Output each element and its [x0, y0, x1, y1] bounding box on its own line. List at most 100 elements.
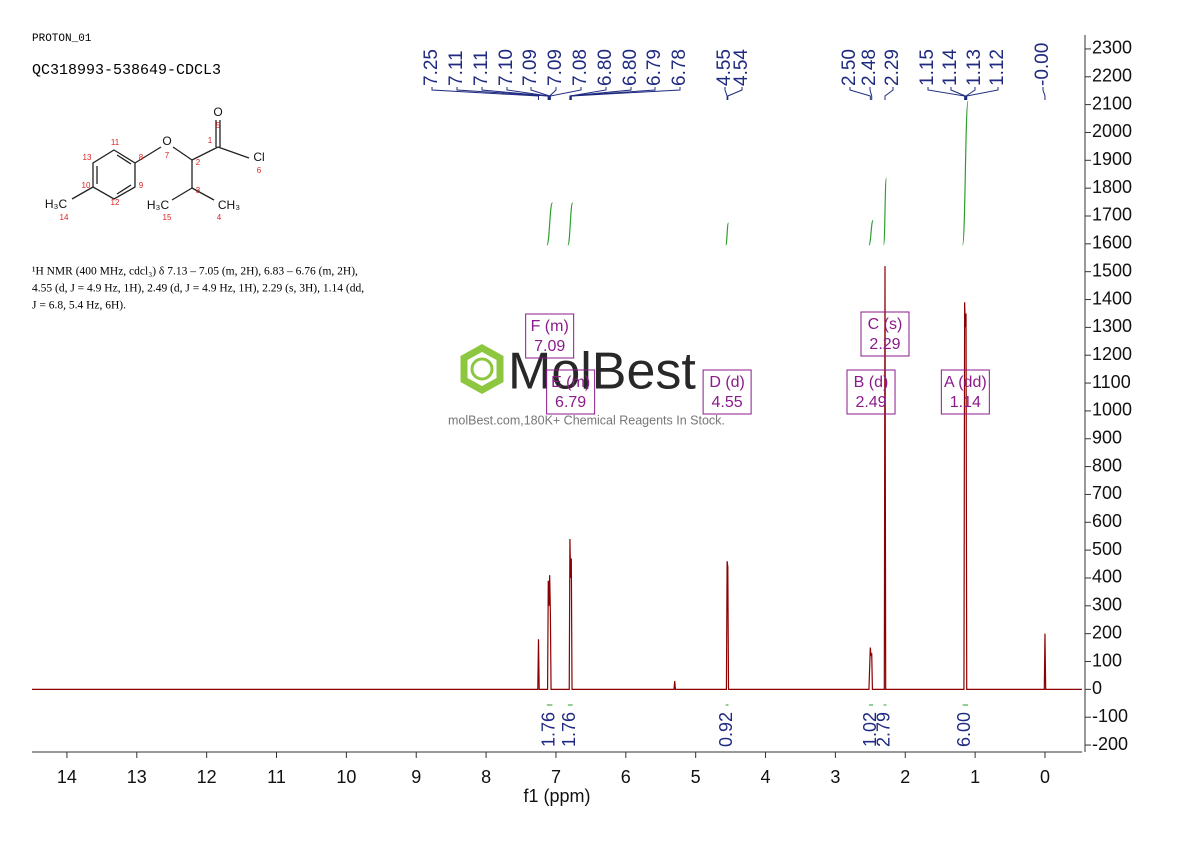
multiplet-label: A (dd) — [944, 374, 987, 391]
atom-label: 6 — [257, 166, 262, 175]
y-tick-label: 1400 — [1092, 288, 1132, 308]
peak-leader — [965, 87, 976, 100]
x-tick-label: 7 — [551, 767, 561, 787]
peak-label: 2.29 — [882, 49, 903, 86]
multiplet-label: C (s) — [868, 316, 903, 333]
x-tick-label: 14 — [57, 767, 77, 787]
atom-label: 1 — [208, 136, 213, 145]
x-tick-label: 4 — [761, 767, 771, 787]
experiment: PROTON_01 — [32, 33, 92, 45]
integral-curve — [961, 100, 969, 246]
multiplet-box — [525, 313, 575, 359]
y-tick-label: 400 — [1092, 567, 1122, 587]
peak-leader — [884, 87, 894, 100]
peak-leader — [724, 87, 728, 100]
nmr-description: J = 6.8, 5.4 Hz, 6H). — [32, 300, 126, 312]
multiplet-label: F (m) — [531, 318, 569, 335]
watermark: MolBest molBest.com,180K+ Chemical Reage… — [448, 343, 725, 428]
multiplet-box — [702, 369, 752, 415]
integral-label: 0.92 — [716, 712, 736, 747]
atom-label: 4 — [217, 213, 222, 222]
integral-curve — [567, 202, 574, 246]
peak-leader — [869, 87, 873, 100]
peak-label: 7.11 — [446, 50, 467, 86]
peak-leader — [569, 87, 632, 100]
nmr-description: ¹H NMR (400 MHz, cdcl₃) δ 7.13 – 7.05 (m… — [32, 266, 358, 278]
y-tick-label: 100 — [1092, 650, 1122, 670]
peak-label: 2.48 — [859, 49, 880, 86]
multiplet-box — [546, 369, 596, 415]
integral-curve — [868, 219, 874, 246]
peak-label: 2.50 — [839, 49, 860, 86]
peak-label: 6.80 — [620, 49, 641, 86]
x-axis-title: f1 (ppm) — [523, 786, 590, 806]
y-tick-label: 1000 — [1092, 400, 1132, 420]
y-tick-label: 500 — [1092, 539, 1122, 559]
structure-bonds — [71, 120, 250, 201]
multiplet-shift: 6.79 — [555, 394, 586, 411]
y-tick-label: 600 — [1092, 511, 1122, 531]
atom-label: 14 — [60, 213, 69, 222]
peak-leader — [549, 87, 582, 100]
peak-leader — [506, 87, 550, 100]
y-tick-label: 700 — [1092, 483, 1122, 503]
y-tick-label: 1900 — [1092, 149, 1132, 169]
multiplet-box — [846, 369, 896, 415]
peak-leader — [927, 87, 966, 100]
x-tick-label: 0 — [1040, 767, 1050, 787]
x-tick-label: 3 — [830, 767, 840, 787]
atom-label: H₃C — [45, 197, 68, 211]
y-tick-label: 1200 — [1092, 344, 1132, 364]
peak-label: 7.10 — [496, 49, 517, 86]
y-tick-label: 1600 — [1092, 233, 1132, 253]
atom-label: H₃C — [147, 198, 170, 212]
multiplet-shift: 2.49 — [855, 394, 886, 411]
multiplet-shift: 1.14 — [950, 394, 981, 411]
peak-leader — [966, 87, 999, 100]
peak-leader — [849, 87, 871, 100]
atom-label: 2 — [196, 158, 201, 167]
peak-leader — [950, 87, 966, 100]
y-tick-label: 800 — [1092, 455, 1122, 475]
integral-label: 6.00 — [954, 712, 974, 747]
sample-id: QC318993-538649-CDCL3 — [32, 62, 221, 79]
atom-label: 12 — [111, 198, 120, 207]
atom-label: CH₃ — [218, 198, 240, 212]
x-tick-label: 10 — [336, 767, 356, 787]
y-tick-label: 1800 — [1092, 177, 1132, 197]
peak-leader — [481, 87, 549, 100]
integral-curve — [725, 222, 730, 246]
peak-label: 1.15 — [917, 49, 938, 86]
x-tick-label: 5 — [691, 767, 701, 787]
x-tick-label: 11 — [267, 767, 286, 787]
peak-label: 1.14 — [940, 49, 961, 86]
x-tick-label: 8 — [481, 767, 491, 787]
peak-label: 1.13 — [964, 49, 985, 86]
atom-label: 10 — [82, 181, 91, 190]
multiplet-label: B (d) — [854, 374, 889, 391]
peak-leader — [570, 87, 681, 100]
peak-label: 4.54 — [731, 49, 752, 86]
atom-label: Cl — [253, 150, 264, 164]
peak-label: -0.00 — [1032, 43, 1053, 86]
peak-leader — [431, 87, 539, 100]
atom-label: 5 — [216, 121, 221, 130]
peak-label: 6.78 — [669, 49, 690, 86]
multiplet-label: E (m) — [551, 374, 590, 391]
atom-label: 3 — [196, 186, 201, 195]
y-tick-label: 1100 — [1092, 372, 1131, 392]
multiplet-shift: 7.09 — [534, 338, 565, 355]
y-tick-label: -100 — [1092, 706, 1128, 726]
atom-label: 15 — [163, 213, 172, 222]
peak-label: 6.79 — [644, 49, 665, 86]
atom-label: 8 — [139, 153, 144, 162]
peak-label: 7.09 — [545, 49, 566, 86]
atom-label: O — [162, 134, 171, 148]
y-tick-label: 200 — [1092, 622, 1122, 642]
y-tick-label: 2100 — [1092, 93, 1132, 113]
y-tick-label: 1700 — [1092, 205, 1132, 225]
integral-label: 2.79 — [874, 712, 894, 747]
peak-leader — [727, 87, 743, 100]
multiplet-box — [860, 311, 910, 357]
peak-label: 1.12 — [987, 49, 1008, 86]
